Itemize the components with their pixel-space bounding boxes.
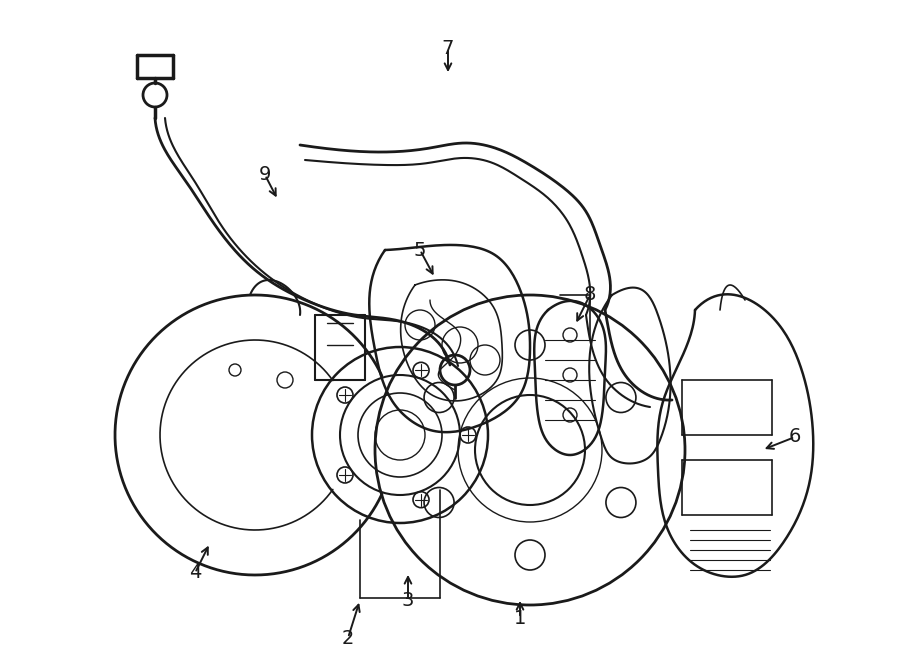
- Text: 7: 7: [442, 38, 454, 58]
- Text: 8: 8: [584, 286, 596, 305]
- Text: 5: 5: [414, 241, 427, 260]
- Text: 9: 9: [259, 165, 271, 184]
- Text: 4: 4: [189, 563, 202, 582]
- Text: 6: 6: [788, 428, 801, 446]
- Text: 2: 2: [342, 629, 355, 648]
- Text: 1: 1: [514, 609, 526, 627]
- Text: 3: 3: [401, 590, 414, 609]
